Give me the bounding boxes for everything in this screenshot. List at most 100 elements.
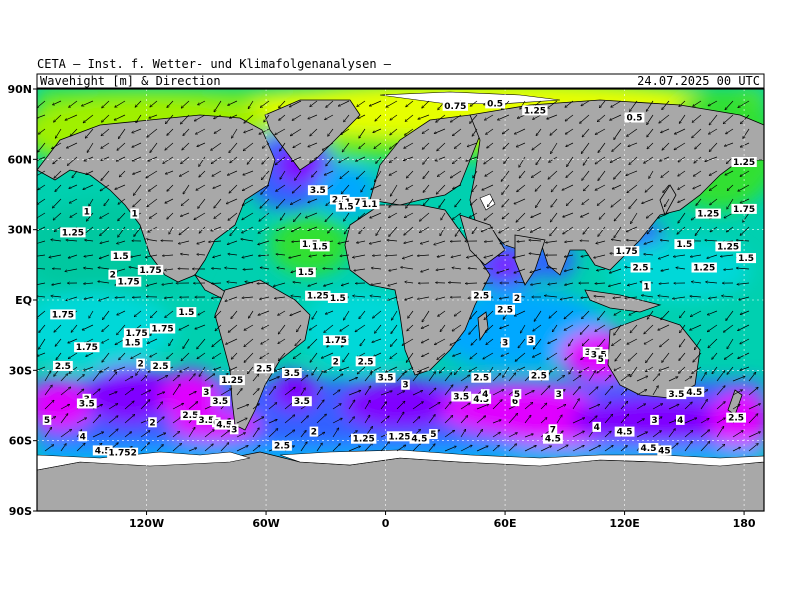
map-area: 0.75 0.51.250.51.251.753.52.51.751.5 1.11 1…	[37, 89, 764, 511]
direction-arrow	[316, 443, 322, 452]
direction-arrow	[340, 170, 350, 179]
direction-arrow	[316, 387, 322, 396]
direction-arrow	[100, 184, 110, 191]
direction-arrow	[504, 156, 510, 164]
direction-arrow	[102, 100, 110, 108]
direction-arrow	[705, 156, 718, 161]
direction-arrow	[647, 226, 654, 234]
direction-arrow	[737, 282, 750, 284]
direction-arrow	[533, 352, 542, 357]
contour-label: 3.5	[307, 185, 328, 196]
contour-label-background	[726, 412, 746, 423]
contour-label-text: 2	[333, 357, 339, 367]
direction-arrow	[213, 184, 222, 188]
direction-arrow	[466, 156, 478, 161]
contour-label-background	[331, 356, 341, 367]
contour-label-background	[386, 431, 413, 442]
direction-arrow	[444, 402, 451, 410]
direction-arrow	[740, 170, 750, 176]
direction-arrow	[727, 338, 734, 349]
direction-arrow	[547, 100, 558, 108]
direction-arrow	[614, 226, 622, 238]
contour-label-background	[292, 396, 312, 407]
direction-arrow	[76, 389, 84, 396]
direction-arrow	[418, 114, 430, 119]
contour-label-background	[650, 414, 659, 425]
direction-arrow	[396, 391, 405, 396]
direction-arrow	[294, 212, 302, 222]
direction-arrow	[460, 416, 468, 424]
direction-arrow	[460, 429, 466, 438]
contour-label: 3.5	[292, 396, 312, 407]
direction-arrow	[514, 268, 526, 273]
direction-arrow	[344, 226, 350, 234]
direction-arrow	[453, 128, 462, 136]
direction-arrow	[131, 352, 142, 359]
europe	[369, 114, 481, 206]
direction-arrow	[455, 226, 462, 236]
direction-arrow	[181, 198, 190, 206]
africa	[344, 204, 491, 376]
contour-label-background	[282, 368, 302, 378]
direction-arrow	[385, 255, 398, 256]
direction-arrow	[453, 352, 462, 356]
direction-arrow	[215, 324, 222, 331]
direction-arrow	[659, 283, 670, 284]
direction-arrow	[226, 338, 238, 344]
contour-label-text: 1.25	[307, 292, 329, 302]
direction-arrow	[549, 156, 558, 162]
direction-arrow	[370, 296, 382, 297]
direction-arrow	[723, 114, 734, 124]
direction-arrow	[740, 310, 750, 315]
direction-arrow	[84, 268, 94, 269]
direction-arrow	[242, 297, 254, 298]
contour-label: 1.75	[149, 323, 176, 335]
direction-arrow	[604, 431, 611, 438]
direction-arrow	[322, 142, 334, 150]
contour-label: 1.25	[305, 290, 331, 302]
direction-arrow	[150, 352, 158, 357]
direction-arrow	[92, 415, 101, 424]
direction-arrow	[386, 366, 398, 372]
direction-arrow	[260, 296, 270, 299]
direction-arrow	[439, 198, 446, 208]
direction-arrow	[293, 282, 302, 283]
direction-arrow	[408, 310, 414, 318]
contour-label-text: 1.25	[717, 242, 739, 252]
direction-arrow	[100, 226, 110, 236]
contour-label: 1.75	[74, 342, 100, 353]
direction-arrow	[540, 386, 550, 396]
contour-label-background	[715, 241, 741, 252]
contour-label: 3	[526, 335, 536, 346]
direction-arrow	[484, 268, 494, 269]
contour-label-text: 0.75	[444, 102, 466, 112]
contour-label: 4.5	[684, 386, 705, 398]
direction-arrow	[629, 198, 638, 209]
direction-arrow	[212, 170, 222, 176]
direction-arrow	[364, 443, 373, 452]
contour-label-background	[219, 375, 245, 386]
direction-arrow	[596, 240, 606, 244]
datetime-label: 24.07.2025 00 UTC	[637, 74, 760, 88]
direction-arrow	[230, 114, 238, 118]
direction-arrow	[531, 282, 542, 285]
direction-arrow	[588, 445, 601, 452]
direction-arrow	[308, 142, 318, 147]
direction-arrow	[434, 128, 446, 134]
direction-arrow	[374, 352, 382, 357]
direction-arrow	[450, 170, 462, 178]
direction-arrow	[649, 170, 654, 178]
direction-arrow	[279, 100, 286, 108]
direction-arrow	[228, 254, 238, 255]
contour-label: 2	[136, 358, 145, 370]
direction-arrow	[295, 170, 302, 180]
direction-arrow	[373, 255, 382, 256]
direction-arrow	[696, 198, 702, 205]
direction-arrow	[249, 310, 254, 318]
direction-arrow	[108, 429, 118, 438]
contour-label-background	[176, 307, 197, 318]
direction-arrow	[531, 170, 542, 177]
contour-label-text: 4.5	[95, 446, 111, 456]
direction-arrow	[440, 324, 446, 332]
contour-label-text: 1.75	[733, 205, 755, 215]
